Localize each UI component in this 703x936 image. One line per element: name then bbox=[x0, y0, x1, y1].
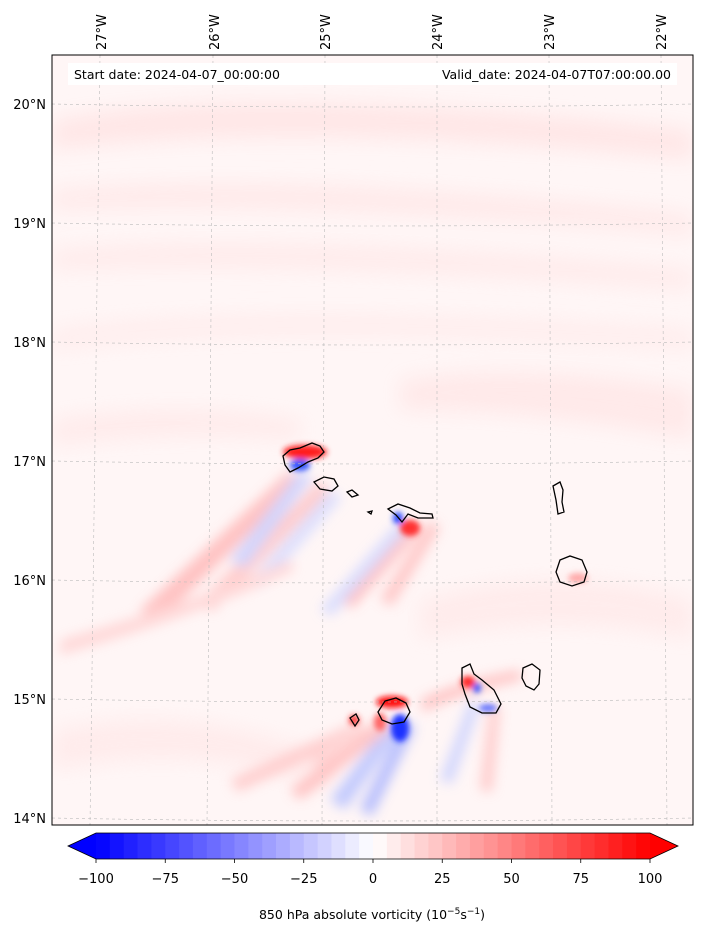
colorbar-title-suffix: ) bbox=[480, 907, 485, 922]
colorbar-cell bbox=[192, 833, 208, 859]
longitude-labels: 27°W 26°W 25°W 24°W 23°W 22°W bbox=[95, 14, 670, 50]
start-date-label: Start date: 2024-04-07_00:00:00 bbox=[74, 67, 280, 82]
colorbar-cell bbox=[636, 833, 651, 859]
gridlines bbox=[52, 55, 693, 825]
colorbar-cell bbox=[317, 833, 332, 859]
colorbar-cell bbox=[289, 833, 305, 859]
colorbar-cell bbox=[539, 833, 554, 859]
island-boa-vista bbox=[555, 555, 588, 587]
lon-label-27w: 27°W bbox=[95, 14, 110, 50]
colorbar-tick-label: 0 bbox=[369, 872, 377, 887]
colorbar-cell bbox=[165, 833, 180, 859]
colorbar-cell bbox=[262, 833, 277, 859]
colorbar-cell bbox=[96, 833, 111, 859]
colorbar-cell bbox=[220, 833, 235, 859]
colorbar-cell bbox=[345, 833, 360, 859]
island-brava bbox=[349, 713, 360, 728]
island-sao-vicente bbox=[312, 476, 339, 492]
colorbar-cell bbox=[151, 833, 166, 859]
coastlines bbox=[282, 442, 588, 728]
colorbar-cell bbox=[414, 833, 429, 859]
lat-label-18n: 18°N bbox=[13, 336, 46, 351]
colorbar-title-mid: s bbox=[460, 907, 467, 922]
colorbar-tick-label: 50 bbox=[503, 872, 520, 887]
lon-label-26w: 26°W bbox=[208, 14, 223, 50]
colorbar-ticks: −100 −75 −50 −25 0 25 50 75 100 bbox=[78, 859, 662, 887]
island-santa-luzia bbox=[345, 489, 360, 498]
latitude-labels: 20°N 19°N 18°N 17°N 16°N 15°N 14°N bbox=[13, 98, 46, 827]
lat-label-20n: 20°N bbox=[13, 98, 46, 113]
colorbar-cell bbox=[331, 833, 346, 859]
colorbar-cell bbox=[386, 833, 402, 859]
valid-date-label: Valid_date: 2024-04-07T07:00:00.00 bbox=[442, 67, 671, 82]
colorbar-cell bbox=[206, 833, 222, 859]
colorbar-extend-min bbox=[68, 833, 96, 859]
colorbar-cell bbox=[594, 833, 609, 859]
info-box bbox=[68, 63, 677, 85]
colorbar-title-exp1: −5 bbox=[447, 907, 460, 917]
colorbar-cell bbox=[497, 833, 512, 859]
colorbar-cell bbox=[608, 833, 623, 859]
colorbar-cell bbox=[511, 833, 526, 859]
map-frame bbox=[51, 54, 694, 826]
colorbar-cell bbox=[456, 833, 471, 859]
colorbar-title-prefix: 850 hPa absolute vorticity (10 bbox=[259, 907, 447, 922]
colorbar-cell bbox=[566, 833, 582, 859]
colorbar-tick-label: 75 bbox=[572, 872, 589, 887]
lat-label-16n: 16°N bbox=[13, 574, 46, 589]
colorbar-tick-label: −100 bbox=[78, 872, 114, 887]
island-sal bbox=[552, 481, 565, 515]
colorbar-cell bbox=[400, 833, 416, 859]
island-raso bbox=[366, 510, 373, 516]
lon-label-24w: 24°W bbox=[431, 14, 446, 50]
colorbar-cell bbox=[248, 833, 263, 859]
colorbar-cell bbox=[179, 833, 194, 859]
colorbar: −100 −75 −50 −25 0 25 50 75 100 850 hPa absolute… bbox=[67, 832, 679, 922]
colorbar-title: 850 hPa absolute vorticity (10−5s−1) bbox=[259, 907, 485, 922]
colorbar-cell bbox=[553, 833, 568, 859]
colorbar-title-exp2: −1 bbox=[467, 907, 480, 917]
colorbar-cell bbox=[359, 833, 374, 859]
colorbar-cell bbox=[580, 833, 596, 859]
colorbar-tick-label: 25 bbox=[434, 872, 451, 887]
lat-label-17n: 17°N bbox=[13, 455, 46, 470]
island-maio bbox=[521, 663, 541, 691]
lat-label-14n: 14°N bbox=[13, 812, 46, 827]
colorbar-cell bbox=[442, 833, 457, 859]
colorbar-cells bbox=[68, 833, 678, 859]
colorbar-cell bbox=[137, 833, 152, 859]
island-fogo bbox=[377, 697, 411, 725]
colorbar-cell bbox=[373, 833, 388, 859]
colorbar-tick-label: −75 bbox=[152, 872, 179, 887]
colorbar-cell bbox=[303, 833, 319, 859]
colorbar-cell bbox=[525, 833, 540, 859]
island-santo-antao bbox=[282, 442, 325, 473]
colorbar-cell bbox=[428, 833, 443, 859]
colorbar-tick-label: −50 bbox=[221, 872, 248, 887]
lon-label-23w: 23°W bbox=[543, 14, 558, 50]
colorbar-cell bbox=[469, 833, 485, 859]
colorbar-cell bbox=[483, 833, 499, 859]
colorbar-cell bbox=[123, 833, 139, 859]
island-santiago bbox=[461, 663, 502, 714]
colorbar-cell bbox=[234, 833, 249, 859]
colorbar-cell bbox=[622, 833, 637, 859]
lon-label-25w: 25°W bbox=[319, 14, 334, 50]
colorbar-extend-max bbox=[650, 833, 678, 859]
colorbar-tick-label: −25 bbox=[290, 872, 317, 887]
lon-label-22w: 22°W bbox=[655, 14, 670, 50]
vorticity-field bbox=[52, 55, 693, 825]
colorbar-cell bbox=[109, 833, 125, 859]
colorbar-cell bbox=[276, 833, 291, 859]
lat-label-15n: 15°N bbox=[13, 693, 46, 708]
island-sao-nicolau bbox=[386, 503, 434, 524]
colorbar-tick-label: 100 bbox=[638, 872, 663, 887]
lat-label-19n: 19°N bbox=[13, 217, 46, 232]
